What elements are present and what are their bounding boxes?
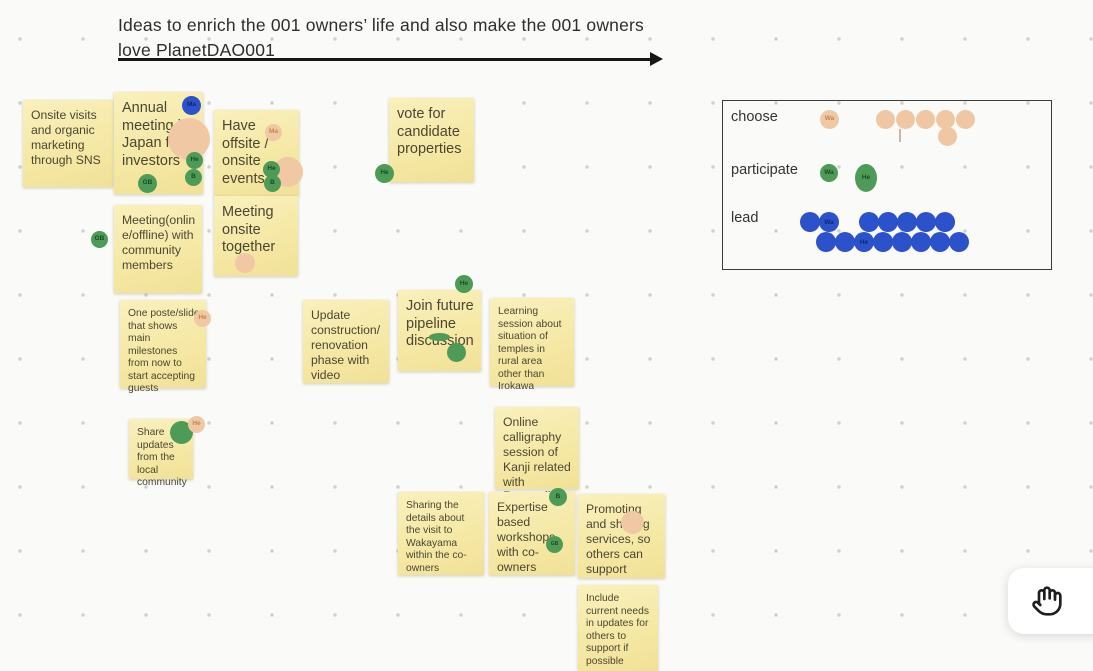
sticky-note-include-current[interactable]: Include current needs in updates for oth… <box>578 585 658 671</box>
avatar-dot[interactable]: GB <box>546 536 563 553</box>
legend-label-choose: choose <box>731 109 778 125</box>
avatar-dot[interactable]: Ma <box>265 124 282 141</box>
sticky-note-promoting-sharing[interactable]: Promoting and sharing services, so other… <box>578 494 665 578</box>
note-text: One poste/slide that shows main mileston… <box>128 308 200 395</box>
sticky-note-onsite-visits[interactable]: Onsite visits and organic marketing thro… <box>23 100 113 187</box>
sticky-note-one-poste[interactable]: One poste/slide that shows main mileston… <box>120 300 211 394</box>
vote-dot[interactable] <box>859 212 879 232</box>
vote-dot[interactable] <box>873 232 893 252</box>
sticky-note-meeting-online[interactable]: Meeting(online/offline) with community m… <box>91 205 202 293</box>
sticky-note-annual-meeting[interactable]: Annual meeting in Japan for investors Ma… <box>114 92 210 194</box>
vote-dot[interactable] <box>170 421 193 444</box>
vote-dot[interactable] <box>429 333 450 341</box>
avatar-dot[interactable]: He <box>263 161 280 178</box>
vote-dot[interactable]: He <box>854 232 874 252</box>
choose-dot-row-2 <box>938 127 957 146</box>
vote-dot[interactable] <box>896 110 915 129</box>
note-text: Expertise based workshops with co-owners <box>497 500 556 574</box>
vote-dot[interactable] <box>816 232 836 252</box>
vote-dot[interactable] <box>892 232 912 252</box>
timeline-arrow-head <box>650 52 663 66</box>
sticky-note-vote-candidate[interactable]: vote for candidate properties He <box>375 98 474 183</box>
vote-dot[interactable] <box>621 511 644 534</box>
collaborator-cursor <box>899 129 901 142</box>
legend-label-participate: participate <box>731 162 798 178</box>
note-text: Share updates from the local community <box>137 427 187 489</box>
avatar-dot[interactable]: He <box>188 416 205 433</box>
sticky-note-update-construction[interactable]: Update construction/renovation phase wit… <box>303 300 389 383</box>
note-text: Join future pipeline discussion <box>406 298 474 350</box>
sticky-note-meeting-onsite[interactable]: Meeting onsite together <box>214 196 298 276</box>
sticky-note-learning-session[interactable]: Learning session about situation of temp… <box>490 298 574 392</box>
sticky-note-sharing-details[interactable]: Sharing the details about the visit to W… <box>398 492 484 575</box>
vote-dot[interactable] <box>235 253 255 273</box>
vote-dot[interactable] <box>800 212 820 232</box>
avatar-dot[interactable]: B <box>185 169 202 186</box>
note-text: Include current needs in updates for oth… <box>586 593 649 667</box>
avatar-dot[interactable]: Ma <box>182 96 201 115</box>
note-text: Sharing the details about the visit to W… <box>406 500 467 574</box>
vote-dot[interactable] <box>835 232 855 252</box>
note-text: Meeting onsite together <box>222 204 276 256</box>
sticky-note-join-future[interactable]: Join future pipeline discussion He <box>398 275 481 371</box>
vote-dot[interactable] <box>447 343 466 362</box>
timeline-arrow[interactable] <box>118 58 652 61</box>
note-text: Meeting(online/offline) with community m… <box>122 213 196 272</box>
note-text: Have offsite / onsite events <box>222 118 269 188</box>
sticky-note-online-calligraphy[interactable]: Online calligraphy session of Kanji rela… <box>495 407 579 503</box>
sticky-note-expertise-workshops[interactable]: Expertise based workshops with co-owners… <box>489 488 575 575</box>
avatar-dot[interactable]: B <box>549 488 567 506</box>
pan-tool-panel[interactable] <box>1008 568 1093 634</box>
avatar-dot[interactable]: GB <box>91 231 108 248</box>
vote-dot[interactable] <box>916 212 936 232</box>
vote-dot[interactable] <box>930 232 950 252</box>
hand-icon[interactable] <box>1031 585 1063 617</box>
avatar-dot[interactable]: He <box>186 152 203 169</box>
vote-dot[interactable] <box>911 232 931 252</box>
legend-label-lead: lead <box>731 210 759 226</box>
avatar-dot[interactable]: Wa <box>820 110 839 129</box>
vote-dot[interactable] <box>949 232 969 252</box>
vote-dot[interactable] <box>916 110 935 129</box>
note-text: Learning session about situation of temp… <box>498 306 562 393</box>
note-text: Update construction/renovation phase wit… <box>311 308 381 382</box>
vote-dot[interactable]: Wa <box>819 212 839 232</box>
avatar-dot[interactable]: He <box>455 275 473 293</box>
vote-dot[interactable] <box>876 110 895 129</box>
vote-dot[interactable] <box>938 127 957 146</box>
vote-dot[interactable] <box>936 110 955 129</box>
sticky-note-share-updates[interactable]: Share updates from the local community H… <box>129 416 205 488</box>
avatar-dot[interactable]: He <box>194 310 211 327</box>
note-text: Promoting and sharing services, so other… <box>586 502 651 576</box>
vote-dot[interactable] <box>935 212 955 232</box>
avatar-dot[interactable]: B <box>264 175 281 192</box>
choose-dot-row <box>876 110 976 129</box>
note-text: Online calligraphy session of Kanji rela… <box>503 415 571 503</box>
avatar-dot[interactable]: He <box>855 164 877 192</box>
vote-dot[interactable] <box>897 212 917 232</box>
vote-dot[interactable] <box>878 212 898 232</box>
avatar-dot[interactable]: He <box>375 164 394 183</box>
note-text: Onsite visits and organic marketing thro… <box>31 108 101 167</box>
sticky-note-have-offsite[interactable]: Have offsite / onsite events Ma He B <box>214 110 303 196</box>
board-title[interactable]: Ideas to enrich the 001 owners’ life and… <box>118 15 644 61</box>
note-text: vote for candidate properties <box>397 106 462 158</box>
lead-dot-row-1: Wa <box>800 212 955 232</box>
avatar-dot[interactable]: GB <box>138 174 157 193</box>
avatar-dot[interactable]: Wa <box>820 164 838 182</box>
vote-dot[interactable] <box>956 110 975 129</box>
lead-dot-row-2: He <box>816 232 969 252</box>
voting-legend-box[interactable]: choose Wa participate Wa He lead Wa He <box>722 100 1052 270</box>
